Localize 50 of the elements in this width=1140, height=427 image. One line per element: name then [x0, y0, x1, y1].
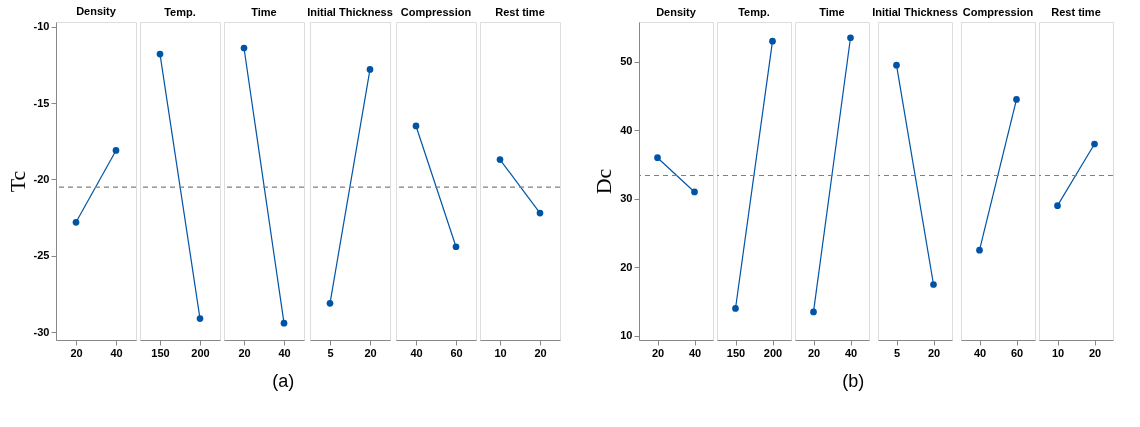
x-tick-label: 10	[1051, 346, 1065, 359]
x-tick-label: 5	[893, 346, 901, 359]
chart-title: Density	[656, 6, 697, 18]
x-tick-label: 150	[726, 346, 746, 359]
y-tick-label: 30	[620, 192, 633, 205]
chart-title: Initial Thickness	[872, 6, 958, 18]
chart-title: Rest time	[1051, 6, 1101, 18]
chart-title: Initial Thickness	[307, 6, 393, 18]
chart-title: Compression	[962, 6, 1034, 18]
x-tick-label: 40	[688, 346, 702, 359]
text: (b)	[842, 370, 865, 391]
y-tick-label: 50	[620, 55, 633, 68]
y-tick-label: -10	[33, 20, 50, 33]
x-tick-label: 5	[327, 346, 334, 359]
x-tick-label: 200	[763, 346, 783, 359]
chart-title: Rest time	[495, 6, 545, 18]
y-tick-label: -20	[33, 172, 50, 185]
x-tick-label: 20	[238, 346, 251, 359]
x-tick-label: 40	[410, 346, 423, 359]
y-axis-title: Tc	[4, 170, 30, 193]
x-tick-label: 20	[1088, 346, 1102, 359]
y-tick-label: -25	[33, 249, 50, 262]
x-tick-label: 20	[364, 346, 377, 359]
x-tick-label: 20	[70, 346, 83, 359]
chart-title: Density	[76, 4, 117, 17]
chart-title: Temp.	[738, 6, 770, 18]
x-tick-label: 20	[927, 346, 941, 359]
text: (a)	[272, 370, 295, 391]
chart-title: Compression	[400, 6, 472, 18]
y-tick-label: 40	[620, 123, 633, 136]
y-tick-label: 10	[620, 329, 633, 342]
y-axis-title: Dc	[591, 168, 617, 195]
x-tick-label: 40	[110, 346, 123, 359]
y-tick-label: -15	[33, 96, 50, 109]
x-tick-label: 20	[807, 346, 821, 359]
x-tick-label: 20	[534, 346, 547, 359]
y-tick-label: -30	[33, 325, 50, 338]
x-tick-label: 200	[191, 346, 210, 359]
x-tick-label: 150	[151, 346, 170, 359]
x-tick-label: 40	[844, 346, 858, 359]
x-tick-label: 20	[651, 346, 665, 359]
x-tick-label: 60	[450, 346, 463, 359]
x-tick-label: 40	[973, 346, 987, 359]
x-tick-label: 10	[494, 346, 507, 359]
chart-title: Time	[251, 6, 277, 18]
x-tick-label: 60	[1010, 346, 1024, 359]
chart-title: Temp.	[164, 6, 196, 18]
y-tick-label: 20	[620, 260, 633, 273]
chart-title: Time	[819, 6, 845, 18]
x-tick-label: 40	[278, 346, 291, 359]
